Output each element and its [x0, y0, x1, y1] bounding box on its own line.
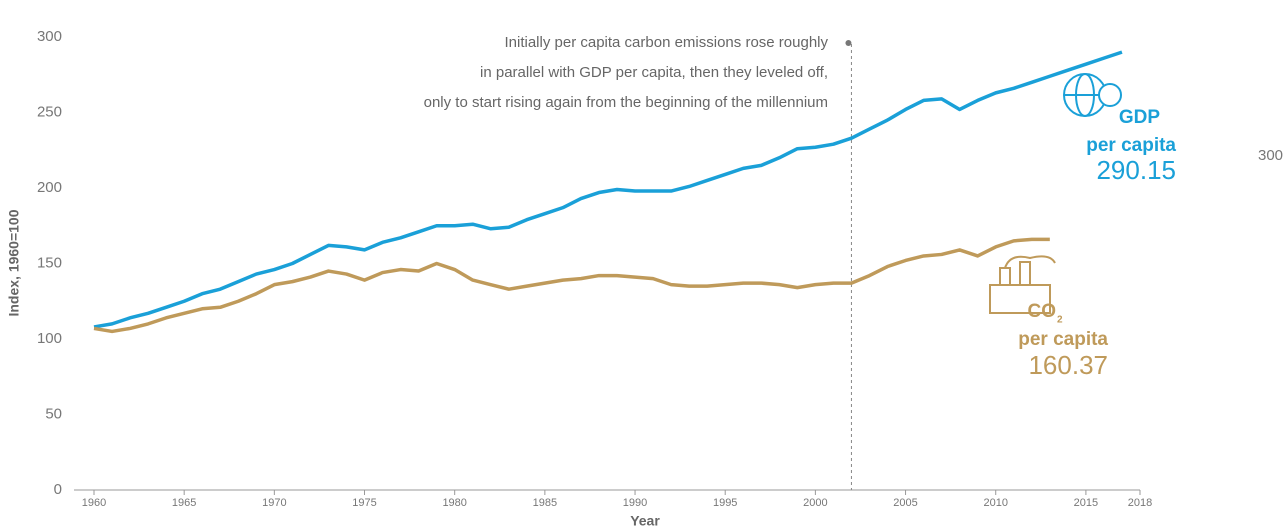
annotation-dot [845, 40, 852, 46]
y-tick-label: 300 [37, 28, 62, 45]
x-tick-label: 1980 [442, 497, 466, 509]
y-tick-label: 50 [45, 405, 62, 422]
x-tick-label: 1985 [533, 497, 557, 509]
y-tick-label: 150 [37, 254, 62, 271]
x-tick-label: 1960 [82, 497, 106, 509]
x-tick-label: 1990 [623, 497, 647, 509]
annotation-text: in parallel with GDP per capita, then th… [480, 64, 828, 81]
x-tick-label: 2005 [893, 497, 917, 509]
x-tick-label: 1975 [352, 497, 376, 509]
y-tick-label: 250 [37, 103, 62, 120]
y-axis-label: Index, 1960=100 [6, 209, 22, 316]
legend-label: per capita [1086, 135, 1176, 156]
y-tick-label: 100 [37, 330, 62, 347]
co2-icon [989, 255, 1056, 314]
y-tick-label: 0 [54, 481, 62, 498]
x-axis-label: Year [630, 513, 660, 529]
series-line [93, 50, 1123, 329]
legend-subscript: 2 [1057, 315, 1063, 326]
gdp-icon [1063, 73, 1122, 117]
annotation-text: only to start rising again from the begi… [424, 94, 828, 111]
x-tick-label: 2015 [1074, 497, 1098, 509]
legend-label: GDP [1119, 107, 1161, 128]
end-value: 290.15 [1096, 155, 1176, 185]
y-tick-label: 200 [37, 179, 62, 196]
x-tick-label: 1970 [262, 497, 286, 509]
annotation-text: Initially per capita carbon emissions ro… [505, 34, 829, 51]
x-tick-label: 2010 [983, 497, 1007, 509]
x-tick-label: 1995 [713, 497, 737, 509]
legend-label: per capita [1018, 329, 1108, 350]
x-tick-label: 2000 [803, 497, 827, 509]
x-tick-label: 2018 [1128, 497, 1152, 509]
right-label: 300 [1258, 147, 1283, 164]
legend-label: CO [1028, 301, 1057, 322]
end-value: 160.37 [1028, 350, 1108, 380]
x-tick-label: 1965 [172, 497, 196, 509]
series-line [93, 237, 1050, 334]
